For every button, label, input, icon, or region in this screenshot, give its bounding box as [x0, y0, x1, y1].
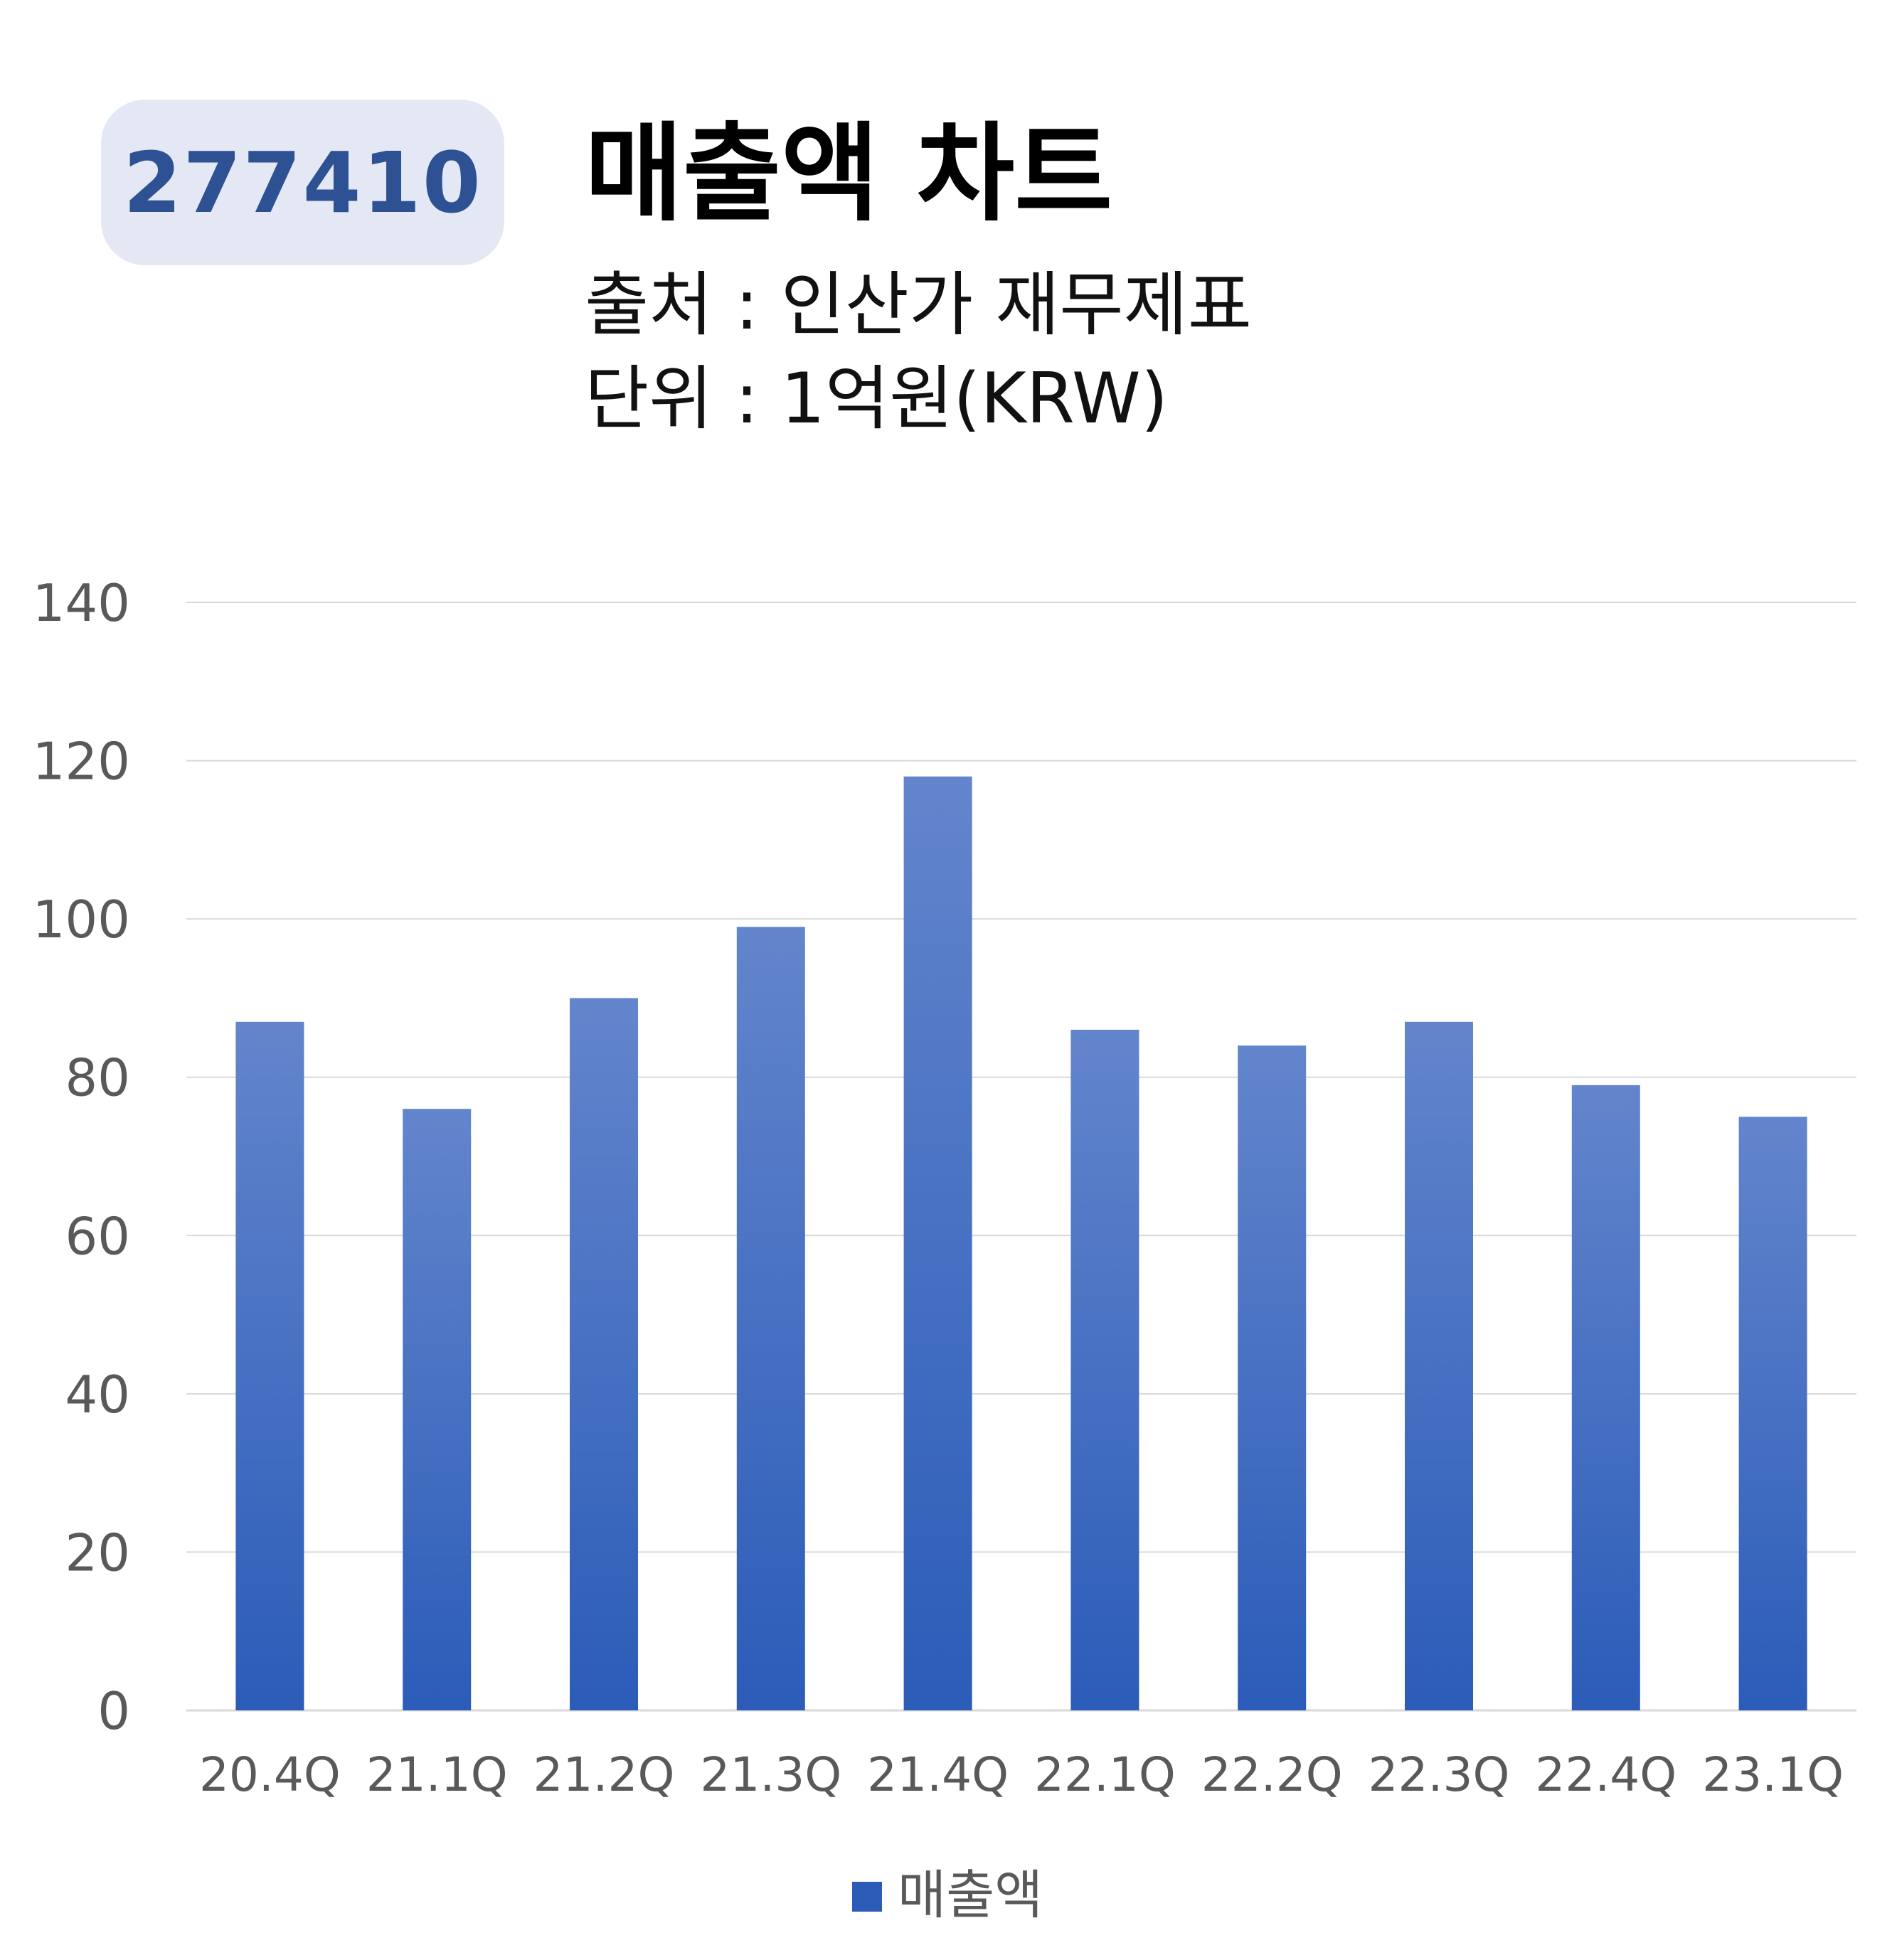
y-tick-label: 100 [33, 890, 130, 949]
page-title: 매출액 차트 [585, 112, 1113, 236]
stock-code-badge: 277410 [101, 100, 504, 265]
x-tick-label: 20.4Q [199, 1747, 341, 1802]
x-tick-label: 22.2Q [1201, 1747, 1343, 1802]
bar [1571, 1085, 1640, 1710]
y-tick-label: 80 [65, 1048, 130, 1108]
bar [1405, 1021, 1473, 1710]
x-tick-label: 22.3Q [1369, 1747, 1510, 1802]
bar [235, 1021, 304, 1710]
x-axis-ticks: 20.4Q 21.1Q 21.2Q 21.3Q 21.4Q 22.1Q 22.2Q 22.3Q… [199, 1747, 1844, 1802]
x-tick-label: 21.4Q [867, 1747, 1009, 1802]
x-tick-label: 21.2Q [533, 1747, 675, 1802]
y-tick-label: 60 [65, 1206, 130, 1266]
legend-swatch [852, 1882, 882, 1912]
legend-label: 매출액 [898, 1865, 1043, 1926]
y-tick-label: 0 [97, 1681, 130, 1741]
y-tick-label: 140 [33, 573, 130, 633]
x-tick-label: 21.1Q [366, 1747, 508, 1802]
bar [570, 998, 638, 1710]
y-axis-ticks: 0 20 40 60 80 100 120 140 [33, 573, 130, 1741]
y-tick-label: 40 [65, 1365, 130, 1424]
legend: 매출액 [852, 1865, 1043, 1926]
x-tick-label: 22.4Q [1535, 1747, 1677, 1802]
bar [1738, 1117, 1807, 1710]
x-tick-label: 21.3Q [700, 1747, 841, 1802]
bar [903, 776, 972, 1710]
x-tick-label: 23.1Q [1702, 1747, 1844, 1802]
y-tick-label: 120 [33, 732, 130, 792]
bar [403, 1109, 472, 1710]
y-tick-label: 20 [65, 1523, 130, 1582]
x-tick-label: 22.1Q [1034, 1747, 1176, 1802]
bars [235, 776, 1807, 1710]
bar [1238, 1045, 1307, 1710]
bar [1070, 1029, 1139, 1710]
source-label: 출처 : 인산가 재무제표 [585, 265, 1252, 346]
bar [736, 927, 805, 1710]
unit-label: 단위 : 1억원(KRW) [585, 358, 1169, 440]
